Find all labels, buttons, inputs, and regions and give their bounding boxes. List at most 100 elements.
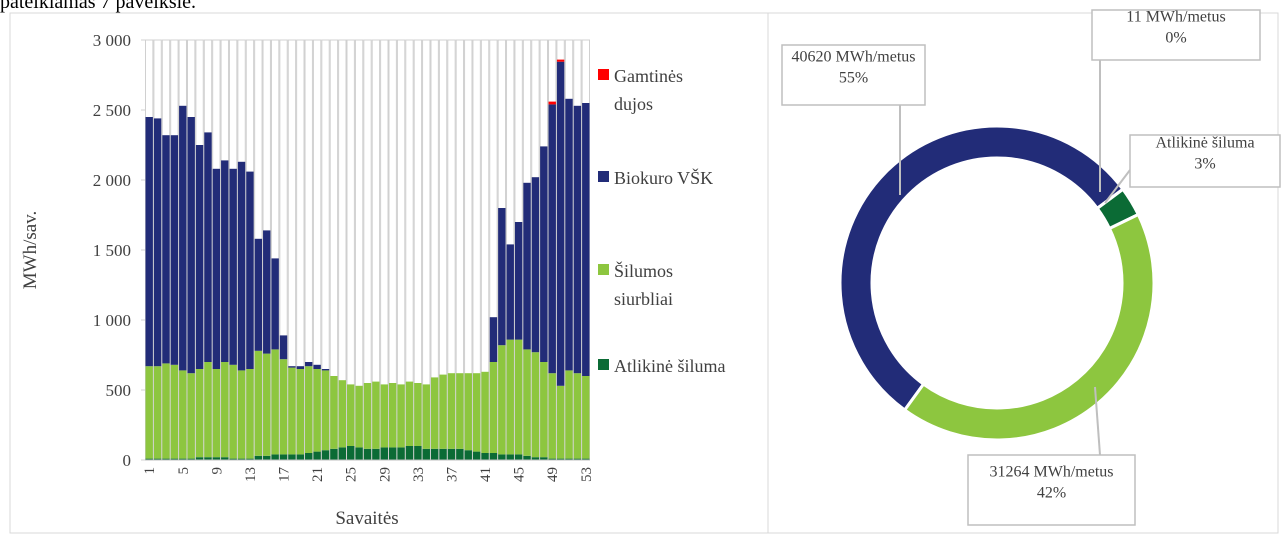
bar-segment xyxy=(254,455,263,460)
bar-segment xyxy=(145,117,153,367)
bar-segment xyxy=(355,447,363,460)
bar-segment xyxy=(288,366,296,368)
bar-segment xyxy=(405,446,414,460)
bar-segment xyxy=(380,447,388,460)
bar-segment xyxy=(556,458,565,460)
bar-segment xyxy=(221,457,229,460)
bar-segment xyxy=(321,369,330,371)
donut-slice xyxy=(902,212,1156,442)
bar-segment xyxy=(514,222,523,340)
bar-segment xyxy=(422,448,430,460)
bar-segment xyxy=(506,244,514,340)
y-tick-label: 0 xyxy=(123,451,132,470)
bar-segment xyxy=(271,258,279,350)
bar-segment xyxy=(254,238,263,351)
bar-segment xyxy=(170,135,179,365)
bar-segment xyxy=(170,364,179,459)
bar-segment xyxy=(548,104,556,374)
bar-segment xyxy=(212,457,221,460)
bar-segment xyxy=(388,383,397,448)
bar-segment xyxy=(388,447,397,460)
x-tick-label: 41 xyxy=(478,467,494,482)
bar-segment xyxy=(531,352,540,458)
bar-segment xyxy=(187,458,195,460)
legend-label: Šilumos siurbliai xyxy=(614,261,674,309)
bar-segment xyxy=(288,367,296,455)
legend-swatch xyxy=(598,171,609,182)
bar-segment xyxy=(170,458,179,460)
bar-segment xyxy=(582,103,590,376)
bar-segment xyxy=(565,370,573,459)
caption: pateikiamas 7 paveiksle. xyxy=(0,0,196,13)
bar-segment xyxy=(556,385,565,459)
bar-segment xyxy=(489,362,498,453)
bar-segment xyxy=(195,457,204,460)
bar-segment xyxy=(237,161,246,371)
bar-segment xyxy=(405,381,414,446)
bar-segment xyxy=(347,384,355,446)
bar-segment xyxy=(548,101,556,105)
donut-slice xyxy=(838,124,1125,413)
bar-segment xyxy=(498,345,506,455)
bar-segment xyxy=(263,230,271,354)
bar-segment xyxy=(481,371,489,453)
bar-segment xyxy=(506,454,514,460)
bar-segment xyxy=(187,117,195,374)
x-tick-label: 29 xyxy=(377,467,393,482)
bar-segment xyxy=(305,366,313,453)
bar-segment xyxy=(204,362,212,458)
bar-segment xyxy=(347,446,355,460)
callout-box xyxy=(781,44,926,106)
bar-segment xyxy=(338,380,347,448)
bar-segment xyxy=(263,455,271,460)
bar-segment xyxy=(430,448,439,460)
x-tick-label: 17 xyxy=(277,467,293,483)
bar-segment xyxy=(439,374,447,449)
bar-segment xyxy=(195,145,204,369)
bar-segment xyxy=(548,458,556,460)
bar-segment xyxy=(212,168,221,369)
bar-segment xyxy=(540,146,548,362)
bar-segment xyxy=(472,373,481,452)
data-label: 11 MWh/metus xyxy=(1126,9,1225,26)
bar-segment xyxy=(456,448,464,460)
bar-segment xyxy=(523,349,531,456)
bar-segment xyxy=(162,458,170,460)
x-tick-label: 21 xyxy=(310,467,326,482)
bar-segment xyxy=(162,363,170,459)
bar-segment xyxy=(330,448,338,460)
legend-label: Atlikinė šiluma xyxy=(614,356,726,376)
bar-segment xyxy=(363,383,372,449)
bar-segment xyxy=(447,448,456,460)
bar-segment xyxy=(162,135,170,364)
callout-box xyxy=(1091,9,1261,61)
bar-segment xyxy=(153,366,162,459)
data-label: 55% xyxy=(839,70,868,87)
bar-segment xyxy=(246,458,254,460)
bar-segment xyxy=(179,370,187,459)
legend-label: Biokuro VŠK xyxy=(614,168,714,188)
bar-segment xyxy=(271,454,279,460)
data-label: 3% xyxy=(1194,156,1215,173)
legend-label: Gamtinės dujos xyxy=(614,66,683,114)
leader-line xyxy=(1104,169,1131,204)
x-tick-label: 5 xyxy=(176,467,192,475)
legend-swatch xyxy=(598,359,609,370)
x-tick-label: 53 xyxy=(579,467,595,482)
bar-segment xyxy=(464,373,472,451)
y-tick-label: 3 000 xyxy=(93,31,131,50)
bar-segment xyxy=(246,171,254,369)
bar-segment xyxy=(271,349,279,455)
bar-segment xyxy=(489,453,498,460)
bar-segment xyxy=(187,373,195,459)
bar-segment xyxy=(254,350,263,456)
bar-segment xyxy=(422,384,430,449)
bar-segment xyxy=(556,61,565,386)
bar-segment xyxy=(506,339,514,455)
bar-segment xyxy=(439,448,447,460)
bar-segment xyxy=(489,317,498,362)
bar-segment xyxy=(565,98,573,371)
bar-segment xyxy=(263,353,271,456)
